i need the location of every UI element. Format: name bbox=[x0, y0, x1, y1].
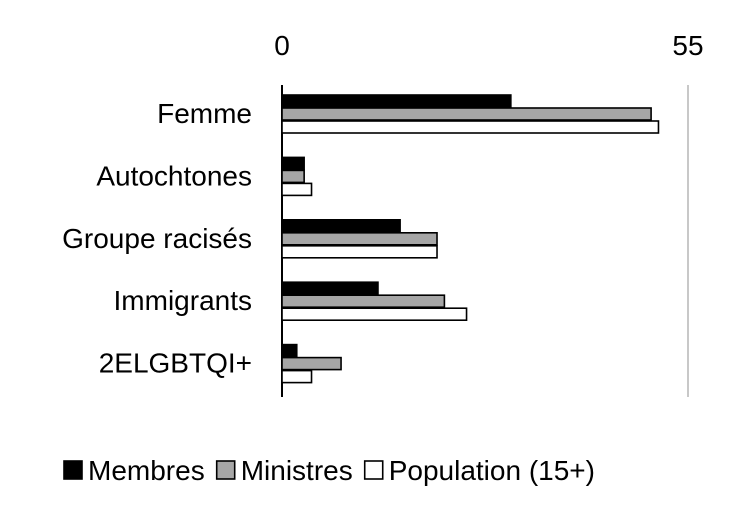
legend-label: Ministres bbox=[241, 455, 353, 486]
x-tick-label: 55 bbox=[672, 30, 703, 61]
bar-population-15-2 bbox=[281, 245, 438, 259]
legend-label: Population (15+) bbox=[389, 455, 595, 486]
bars bbox=[281, 94, 660, 384]
legend-swatch bbox=[215, 460, 236, 480]
category-label: Groupe racisés bbox=[62, 223, 252, 254]
bar-membres-1 bbox=[281, 156, 305, 171]
category-label: Autochtones bbox=[96, 160, 252, 191]
bar-membres-2 bbox=[281, 219, 401, 233]
legend-swatch bbox=[63, 460, 83, 480]
legend-swatch bbox=[363, 460, 384, 480]
bar-ministres-2 bbox=[281, 232, 438, 246]
bar-ministres-1 bbox=[281, 169, 305, 184]
legend: Membres Ministres Population (15+) bbox=[63, 455, 595, 486]
labels: Femme Autochtones Groupe racisés Immigrants… bbox=[62, 98, 252, 379]
axes: 0 55 bbox=[274, 30, 704, 397]
bar-population-15-4 bbox=[281, 369, 313, 384]
bar-population-15-0 bbox=[281, 120, 660, 134]
bar-ministres-3 bbox=[281, 294, 446, 309]
category-label: 2ELGBTQI+ bbox=[99, 348, 252, 379]
bar-membres-3 bbox=[281, 281, 379, 296]
bar-membres-0 bbox=[281, 94, 512, 108]
category-label: Femme bbox=[157, 98, 252, 129]
legend-label: Membres bbox=[88, 455, 205, 486]
bar-population-15-3 bbox=[281, 307, 468, 322]
bar-membres-4 bbox=[281, 343, 298, 358]
bar-ministres-0 bbox=[281, 107, 652, 121]
bar-ministres-4 bbox=[281, 356, 342, 371]
bar-population-15-1 bbox=[281, 182, 313, 197]
x-tick-label: 0 bbox=[274, 30, 290, 61]
category-label: Immigrants bbox=[114, 285, 252, 316]
